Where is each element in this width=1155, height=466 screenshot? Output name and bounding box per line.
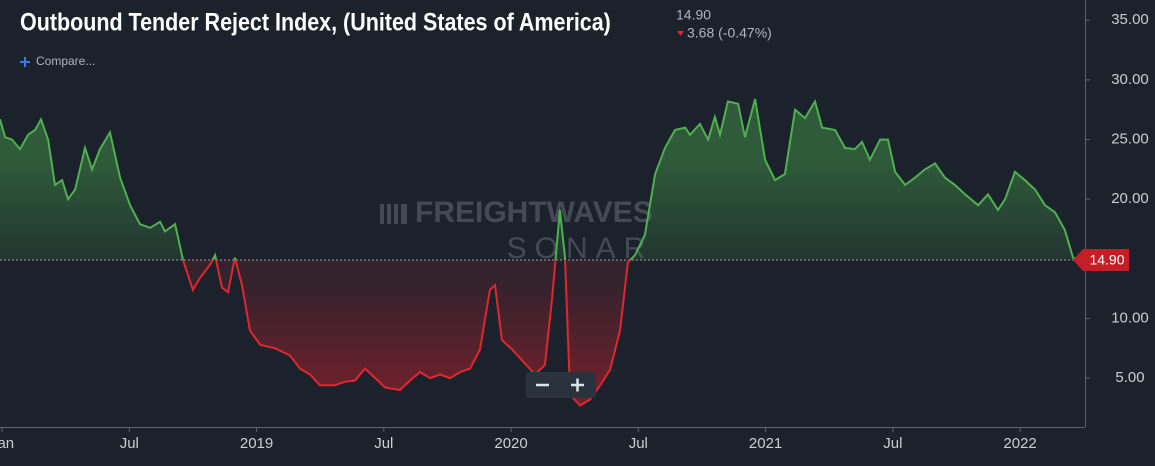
zoom-controls [526, 372, 596, 398]
zoom-in[interactable] [571, 378, 584, 392]
change-label: 3.68 (-0.47%) [687, 25, 772, 41]
chart-title: Outbound Tender Reject Index, (United St… [20, 8, 611, 36]
watermark-product: SONAR [507, 232, 654, 265]
x-tick-label: 2019 [240, 435, 273, 452]
y-tick-label: 35.00 [1111, 11, 1149, 28]
plot [0, 98, 1085, 407]
x-tick-label: Jul [883, 435, 902, 452]
x-tick-label: 2020 [494, 435, 527, 452]
y-tick-label: 10.00 [1111, 309, 1149, 326]
x-tick-label: Jul [629, 435, 648, 452]
x-tick-label: Jan [0, 435, 14, 452]
x-tick-label: Jul [374, 435, 393, 452]
area-above [0, 99, 1079, 261]
y-tick-label: 30.00 [1111, 71, 1149, 88]
area-below [0, 260, 1079, 406]
compare-button[interactable]: Compare... [36, 54, 95, 68]
x-tick-label: 2022 [1003, 435, 1036, 452]
y-tick-label: 5.00 [1115, 369, 1144, 386]
watermark-logo [380, 204, 407, 224]
down-arrow [677, 31, 684, 36]
line-above [0, 98, 1079, 261]
last-value-label: 14.90 [1089, 252, 1124, 268]
watermark: FREIGHTWAVES SONAR [380, 196, 653, 265]
y-tick-label: 20.00 [1111, 190, 1149, 207]
x-tick-label: 2021 [749, 435, 782, 452]
current-value: 14.90 [676, 7, 711, 23]
y-tick-label: 25.00 [1111, 131, 1149, 148]
x-tick-label: Jul [120, 435, 139, 452]
watermark-brand: FREIGHTWAVES [415, 196, 653, 229]
compare-plus[interactable] [20, 57, 30, 67]
line-below [181, 260, 1079, 407]
last-value-tag [1073, 249, 1129, 272]
